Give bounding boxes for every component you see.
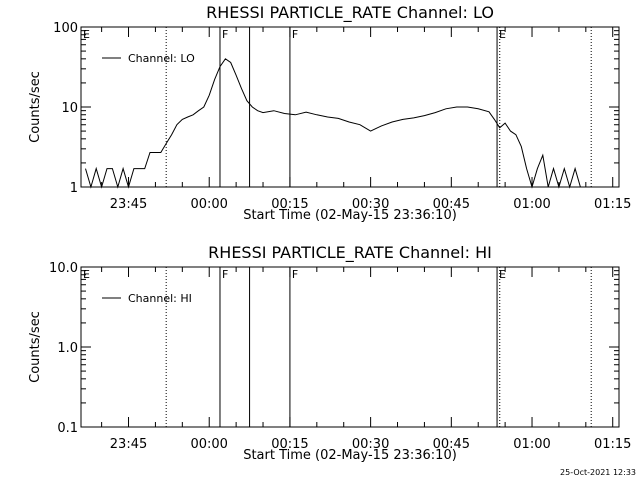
x-tick-label: 00:45 xyxy=(433,197,470,212)
y-tick-label: 10 xyxy=(61,101,78,116)
chart-title: RHESSI PARTICLE_RATE Channel: HI xyxy=(208,243,492,263)
x-tick-label: 00:30 xyxy=(352,437,389,452)
x-axis-label: Start Time (02-May-15 23:36:10) xyxy=(243,448,457,463)
y-axis-label: Counts/sec xyxy=(28,71,43,143)
x-tick-label: 00:45 xyxy=(433,437,470,452)
x-tick-label: 00:00 xyxy=(190,197,227,212)
timestamp: 25-Oct-2021 12:33 xyxy=(560,468,636,477)
marker-label: F xyxy=(292,268,298,281)
y-tick-label: 1.0 xyxy=(57,341,78,356)
legend-label: Channel: LO xyxy=(128,52,195,65)
marker-label: E xyxy=(499,28,506,41)
y-axis-label: Counts/sec xyxy=(28,311,43,383)
plot-frame xyxy=(80,26,620,188)
x-tick-label: 00:00 xyxy=(190,437,227,452)
marker-label: E xyxy=(83,28,90,41)
chart-title: RHESSI PARTICLE_RATE Channel: LO xyxy=(206,3,494,23)
x-tick-label: 01:15 xyxy=(594,437,631,452)
legend-label: Channel: HI xyxy=(128,292,192,305)
x-tick-label: 01:00 xyxy=(513,197,550,212)
series-line xyxy=(85,58,586,189)
x-tick-label: 23:45 xyxy=(110,197,147,212)
x-tick-label: 00:15 xyxy=(271,197,308,212)
x-tick-label: 23:45 xyxy=(110,437,147,452)
marker-label: F xyxy=(222,268,228,281)
x-tick-label: 01:00 xyxy=(513,437,550,452)
plot-frame xyxy=(80,266,620,428)
y-tick-label: 10.0 xyxy=(49,261,78,276)
x-tick-label: 01:15 xyxy=(594,197,631,212)
x-tick-label: 00:15 xyxy=(271,437,308,452)
marker-label: E xyxy=(83,268,90,281)
marker-label: E xyxy=(499,268,506,281)
marker-label: F xyxy=(222,28,228,41)
y-tick-label: 0.1 xyxy=(57,421,78,436)
y-tick-label: 100 xyxy=(53,21,78,36)
marker-label: F xyxy=(292,28,298,41)
y-tick-label: 1 xyxy=(70,181,78,196)
x-tick-label: 00:30 xyxy=(352,197,389,212)
x-axis-label: Start Time (02-May-15 23:36:10) xyxy=(243,208,457,223)
